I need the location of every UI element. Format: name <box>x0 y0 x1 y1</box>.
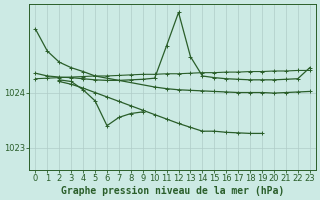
X-axis label: Graphe pression niveau de la mer (hPa): Graphe pression niveau de la mer (hPa) <box>61 186 284 196</box>
